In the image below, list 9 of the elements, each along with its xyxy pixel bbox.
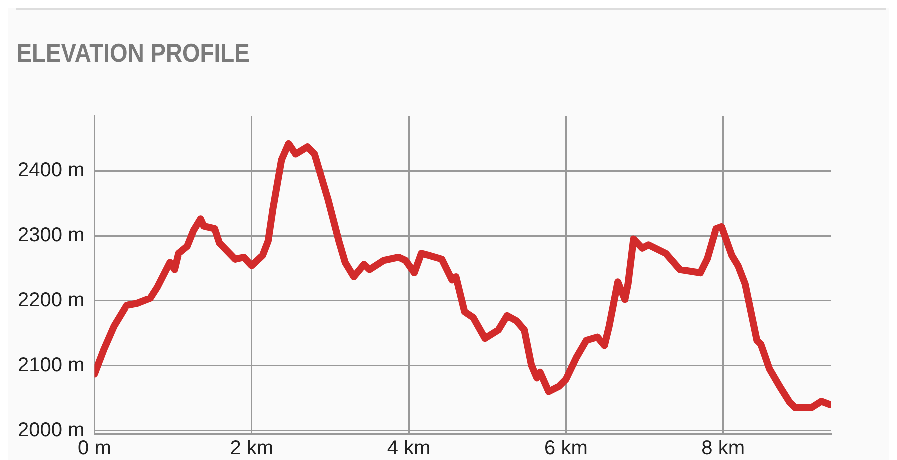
x-tick-label: 8 km <box>702 438 746 460</box>
x-tick-label: 2 km <box>230 438 274 460</box>
x-tick-label: 6 km <box>544 438 588 460</box>
chart-title: ELEVATION PROFILE <box>16 37 251 70</box>
y-tick-label: 2300 m <box>18 224 85 247</box>
x-tick-label: 4 km <box>387 438 431 460</box>
y-tick-label: 2100 m <box>18 354 85 376</box>
y-tick-label: 2200 m <box>18 289 85 312</box>
y-tick-label: 2400 m <box>18 160 85 182</box>
